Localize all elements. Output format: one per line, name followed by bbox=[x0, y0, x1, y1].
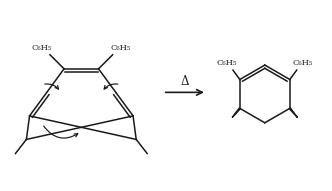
Text: C₆H₅: C₆H₅ bbox=[216, 59, 237, 67]
FancyArrowPatch shape bbox=[44, 126, 78, 138]
Text: C₆H₅: C₆H₅ bbox=[110, 44, 131, 52]
Polygon shape bbox=[232, 108, 240, 117]
Text: C₆H₅: C₆H₅ bbox=[293, 59, 313, 67]
FancyArrowPatch shape bbox=[104, 84, 118, 89]
Polygon shape bbox=[289, 108, 297, 117]
FancyArrowPatch shape bbox=[45, 84, 58, 89]
Text: Δ: Δ bbox=[181, 75, 189, 88]
Text: C₆H₅: C₆H₅ bbox=[32, 44, 52, 52]
